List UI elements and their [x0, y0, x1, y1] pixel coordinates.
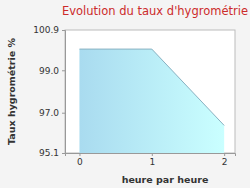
x-tick-mark [79, 153, 80, 156]
y-tick: 95.1 [39, 148, 65, 158]
x-tick-mark [224, 153, 225, 156]
y-tick-mark [62, 153, 65, 154]
chart: 95.1 97.0 99.0 100.9 0 1 2 Evolution du taux d'… [0, 0, 250, 188]
title: Evolution du taux d'hygrométrie [62, 4, 248, 18]
plot-frame [65, 30, 235, 153]
y-tick-label: 99.0 [39, 66, 59, 76]
x-axis-title: heure par heure [122, 174, 209, 185]
y-tick-mark [62, 70, 65, 71]
y-tick: 99.0 [39, 66, 65, 76]
y-axis-line [62, 31, 66, 154]
y-tick-label: 95.1 [39, 148, 59, 158]
x-tick-mark [152, 153, 153, 156]
x-axis: 0 1 2 [66, 153, 236, 167]
line [79, 49, 224, 125]
plot-area [79, 49, 224, 153]
y-tick-label: 97.0 [39, 108, 59, 118]
x-tick-label: 2 [222, 157, 228, 167]
x-tick: 1 [149, 153, 155, 167]
y-tick: 100.9 [33, 25, 65, 35]
area [79, 49, 224, 153]
y-tick-mark [62, 30, 65, 31]
y-axis-title: Taux hygrométrie % [6, 38, 17, 145]
x-axis-line [66, 154, 236, 157]
y-tick-label: 100.9 [33, 25, 59, 35]
y-tick: 97.0 [39, 108, 65, 118]
x-tick-label: 1 [149, 157, 155, 167]
x-tick-label: 0 [77, 157, 83, 167]
x-tick: 2 [222, 153, 228, 167]
y-axis: 95.1 97.0 99.0 100.9 [33, 25, 65, 158]
y-tick-mark [62, 113, 65, 114]
x-tick: 0 [77, 153, 83, 167]
